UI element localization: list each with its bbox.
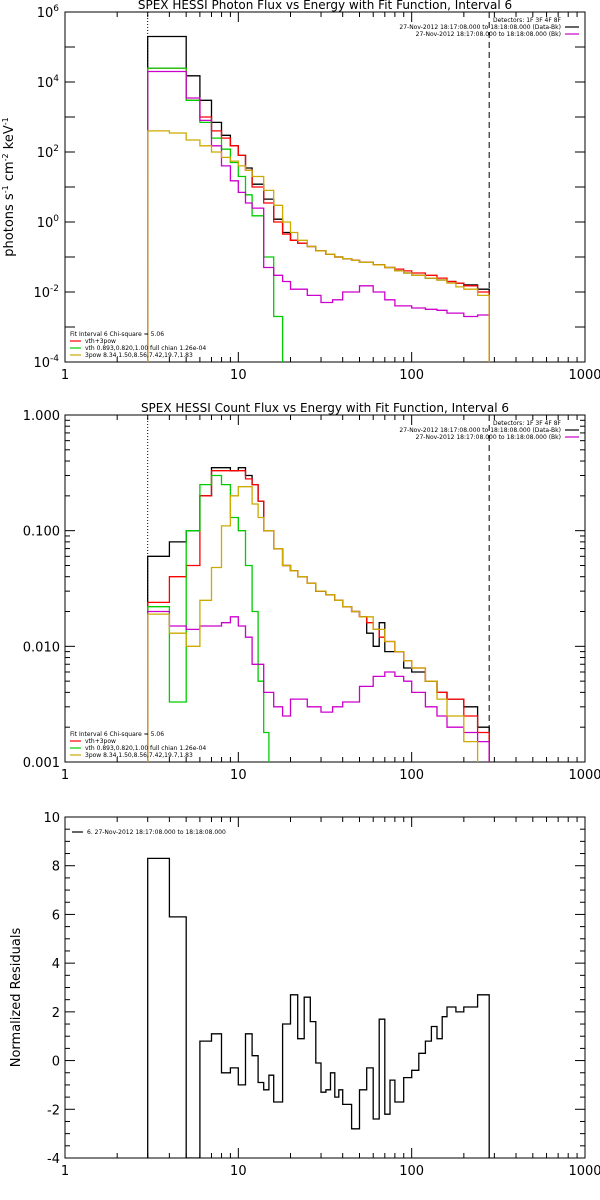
y-tick-label: 2: [52, 1006, 60, 1021]
y-axis-label: photons s-1 cm-2 keV-1: [1, 117, 17, 256]
y-tick-label: 8: [52, 860, 60, 875]
series-group: [147, 467, 490, 762]
y-tick-label: 0.010: [23, 640, 60, 655]
y-tick-exponent: 6: [53, 4, 59, 14]
y-tick-exponent: -2: [50, 284, 59, 294]
y-axis-label-part: photons s: [2, 193, 17, 257]
series-group: [147, 857, 490, 1158]
x-tick-label: 1000: [568, 368, 600, 383]
y-tick-label: 106: [37, 4, 60, 21]
chart-title: SPEX HESSI Photon Flux vs Energy with Fi…: [138, 0, 512, 12]
y-axis-label-exponent: -2: [1, 153, 10, 161]
series-line-5: [147, 486, 479, 762]
legend-entry: vth 0.893,0.820,1.00 full chian 1.26e-04: [85, 745, 206, 752]
chart-2: 1 10 100 1000 0.001 0.010 0.100 1.000 SPEX HESSI…: [23, 401, 600, 783]
legend-entry: vth 0.893,0.820,1.00 full chian 1.26e-04: [85, 345, 206, 352]
x-tick-label: 10: [230, 768, 247, 783]
legend-entry: Detectors: 1F 3F 4F 8F: [493, 17, 562, 24]
y-axis-label-part: keV: [2, 125, 17, 153]
y-tick-label: -2: [47, 1103, 60, 1118]
x-tick-label: 1: [61, 1164, 69, 1179]
x-tick-label: 100: [399, 1164, 424, 1179]
series-line-4: [147, 70, 490, 362]
x-tick-label: 1: [61, 368, 69, 383]
y-tick-label: 1.000: [23, 409, 60, 424]
legend-entry: vth+3pow: [85, 738, 116, 745]
y-axis-label-exponent: -1: [1, 185, 10, 193]
x-tick-label: 10: [230, 368, 247, 383]
series-line-4: [147, 610, 490, 762]
legend-entry: 27-Nov-2012 18:17:08.000 to 18:18:08.000…: [399, 24, 561, 31]
legend-entry: 6. 27-Nov-2012 18:17:08.000 to 18:18:08.…: [87, 829, 226, 836]
plot-frame: [64, 816, 586, 1159]
y-tick-label: 10: [43, 811, 60, 826]
y-tick-base: 10: [37, 76, 54, 91]
legend-entry: 27-Nov-2012 18:17:08.000 to 18:18:08.000…: [416, 31, 561, 38]
legend-entry: vth+3pow: [85, 338, 116, 345]
series-line-3: [147, 67, 284, 362]
series-line-2: [147, 470, 490, 762]
y-tick-base: 10: [33, 356, 50, 371]
y-tick-label: 0.001: [23, 756, 60, 771]
y-tick-label: 6: [52, 908, 60, 923]
legend-entry: 3pow 8.34,1.50,8.56,7.42,19.7,1.83: [85, 752, 193, 759]
y-axis-label: Normalized Residuals: [9, 928, 24, 1068]
y-tick-base: 10: [37, 146, 54, 161]
x-tick-label: 1: [61, 768, 69, 783]
chart-title: SPEX HESSI Count Flux vs Energy with Fit…: [141, 401, 509, 415]
y-tick-label: 0.100: [23, 525, 60, 540]
y-axis-label-part: cm: [2, 161, 17, 185]
y-tick-exponent: 0: [53, 214, 59, 224]
legend-entry: Detectors: 1F 3F 4F 8F: [493, 420, 562, 427]
y-tick-exponent: -4: [50, 354, 59, 364]
chart-3: 1 10 100 1000 -4 -2 0 2 4 6 8 10 Normalized Residual…: [9, 811, 600, 1179]
y-tick-label: -4: [47, 1152, 60, 1167]
x-tick-label: 100: [399, 768, 424, 783]
y-tick-base: 10: [37, 6, 54, 21]
x-tick-label: 1000: [568, 1164, 600, 1179]
y-tick-label: 0: [52, 1055, 60, 1070]
series-line-1: [147, 857, 490, 1158]
y-tick-base: 10: [37, 216, 54, 231]
series-line-5: [147, 130, 490, 362]
series-line-1: [147, 467, 490, 762]
y-tick-label: 102: [37, 144, 59, 161]
legend-entry: 3pow 8.34,1.50,8.56,7.42,19.7,1.83: [85, 352, 193, 359]
y-tick-base: 10: [33, 286, 50, 301]
y-tick-label: 104: [37, 74, 60, 91]
series-line-2: [147, 67, 490, 362]
plot-frame: [64, 414, 586, 763]
y-tick-label: 4: [52, 957, 60, 972]
legend-entry: Fit Interval 6 Chi-square = 5.06: [70, 331, 164, 338]
x-tick-label: 10: [230, 1164, 247, 1179]
y-tick-label: 10-4: [33, 354, 59, 371]
series-group: [147, 35, 490, 362]
y-tick-exponent: 4: [53, 74, 59, 84]
plot-frame: [64, 11, 586, 363]
legend-entry: 27-Nov-2012 18:17:08.000 to 18:18:08.000…: [416, 434, 561, 441]
x-tick-label: 100: [399, 368, 424, 383]
x-tick-label: 1000: [568, 768, 600, 783]
y-tick-label: 100: [37, 214, 60, 231]
y-tick-label: 10-2: [33, 284, 59, 301]
series-line-1: [147, 35, 490, 362]
legend-entry: Fit Interval 6 Chi-square = 5.06: [70, 731, 164, 738]
y-axis-label-exponent: -1: [1, 117, 10, 125]
legend-entry: 27-Nov-2012 18:17:08.000 to 18:18:08.000…: [399, 427, 561, 434]
series-line-3: [147, 474, 270, 762]
y-tick-exponent: 2: [53, 144, 59, 154]
